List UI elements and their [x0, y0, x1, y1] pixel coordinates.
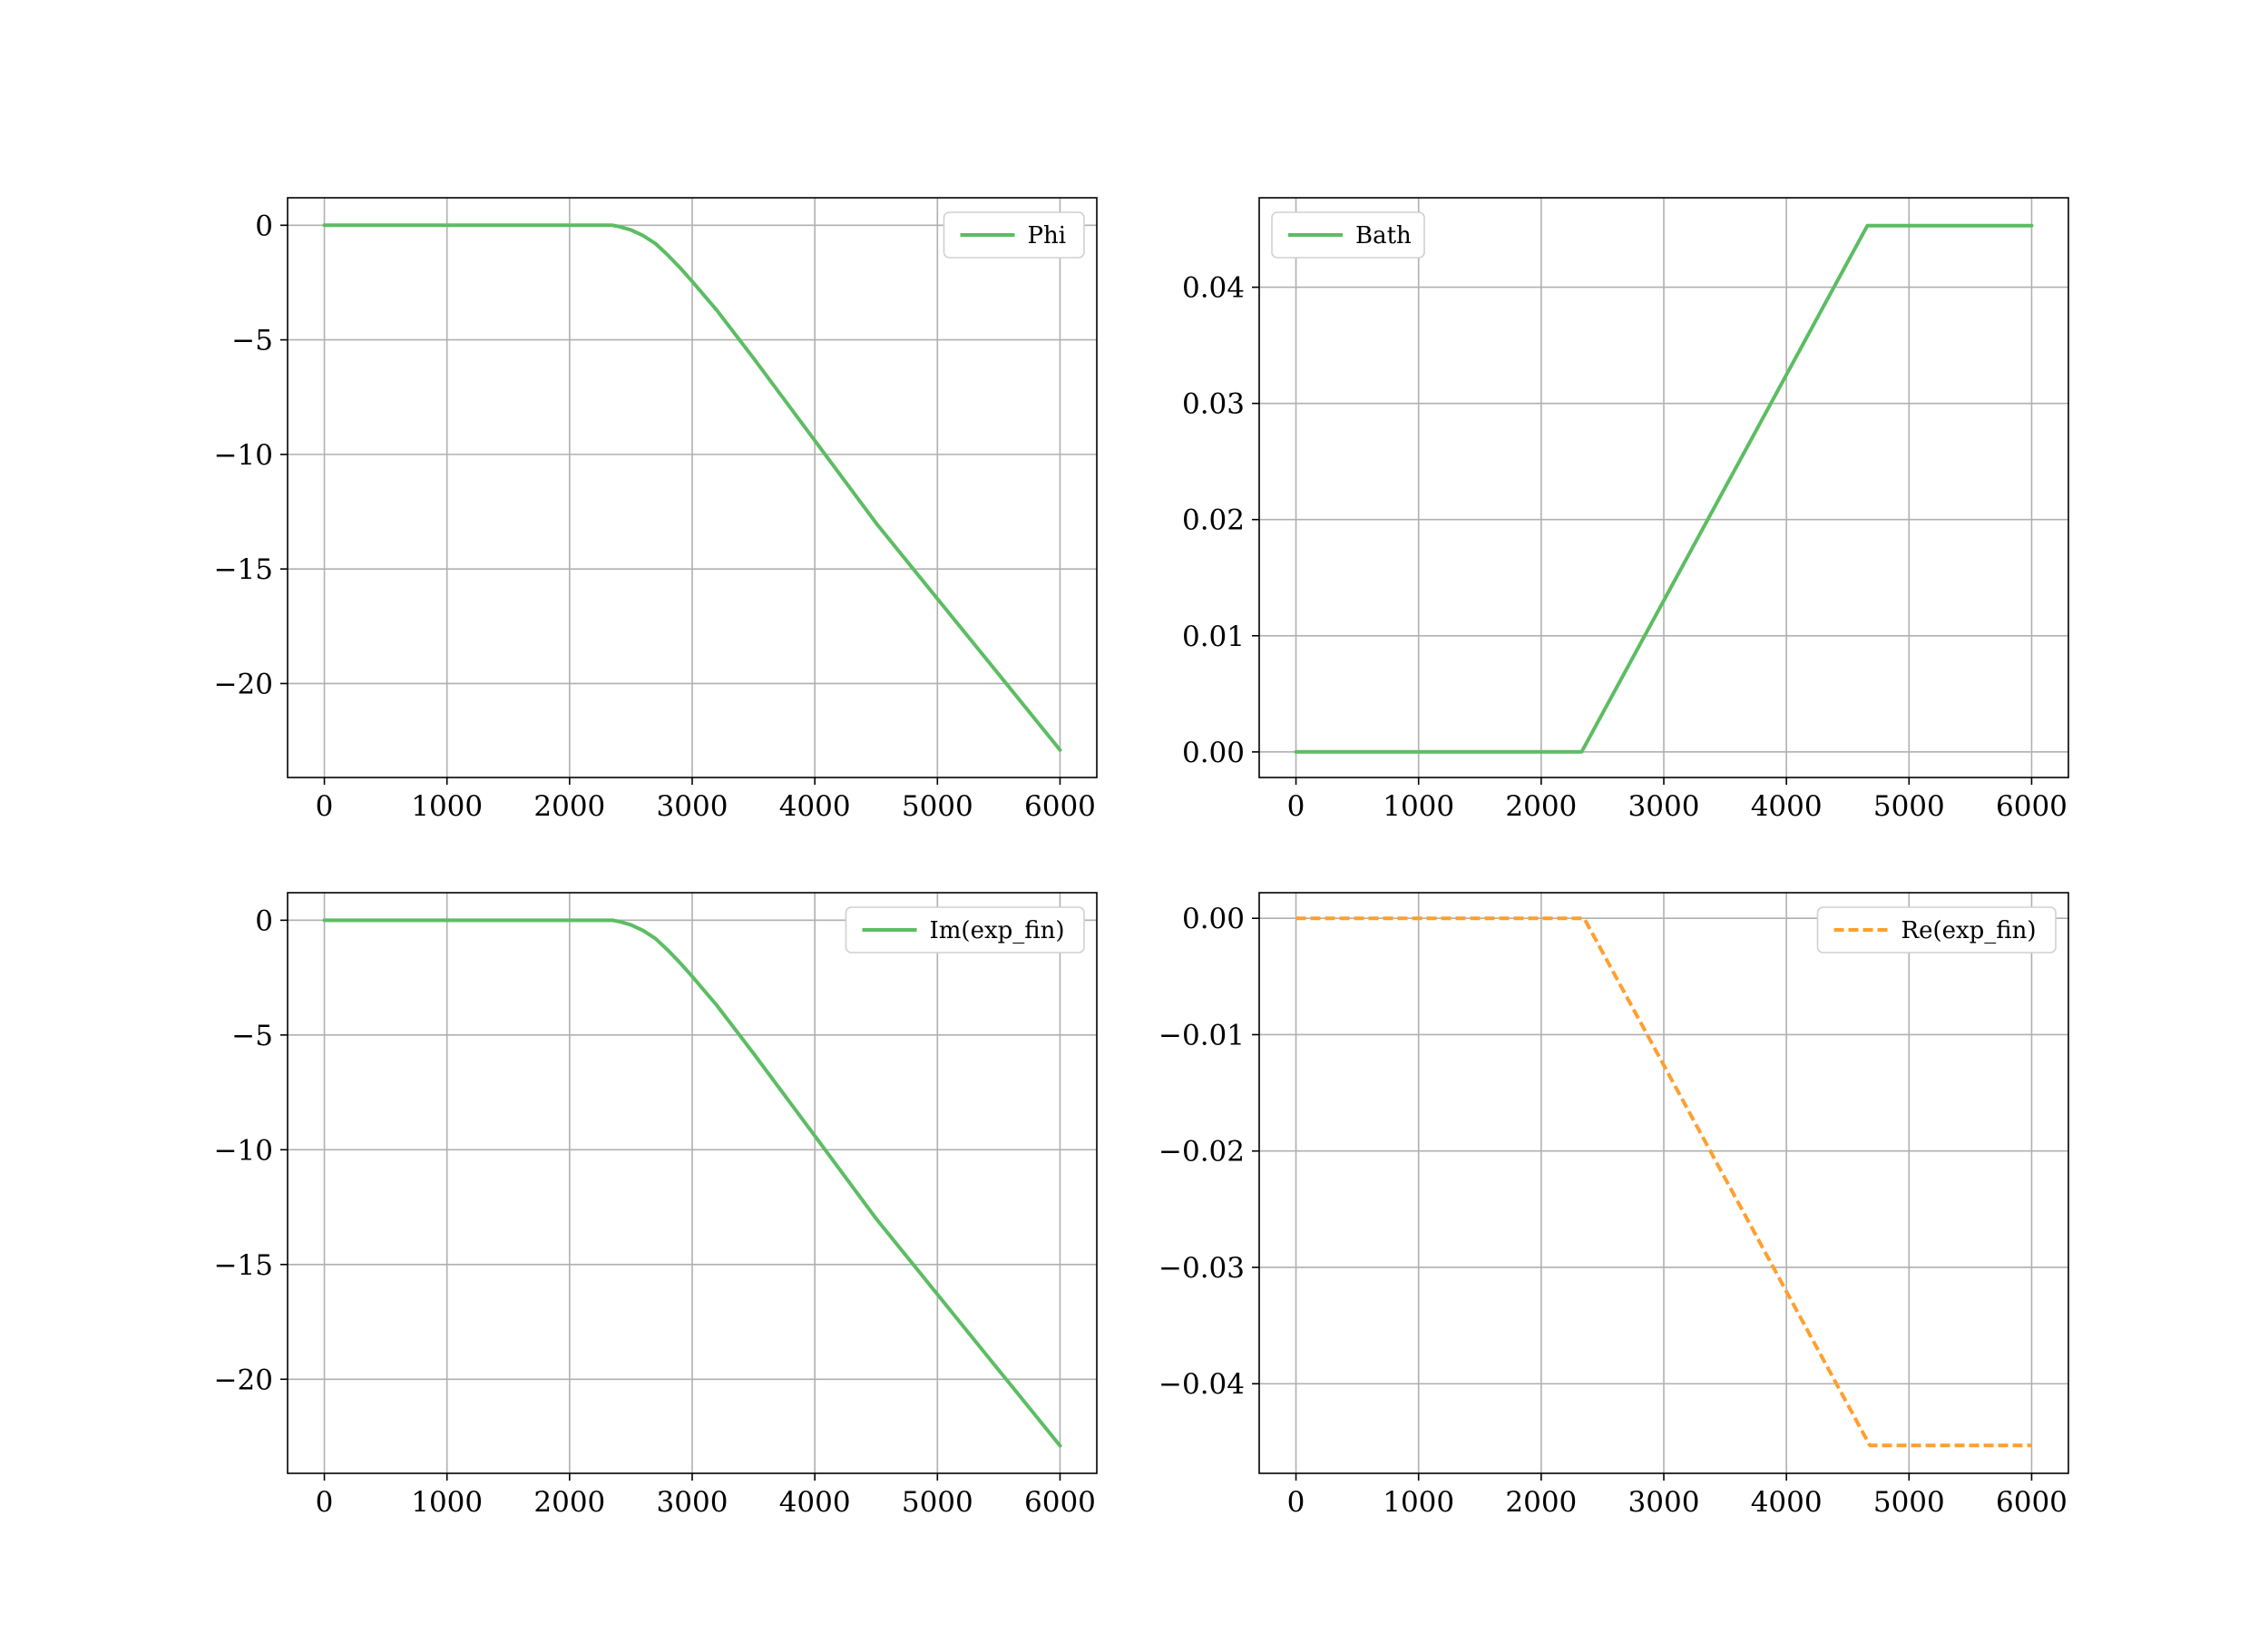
legend-box — [1816, 906, 2057, 953]
y-tick-label: −0.03 — [1158, 1252, 1245, 1285]
x-tick-label: 4000 — [779, 1486, 851, 1519]
x-tick-label: 6000 — [1024, 1486, 1096, 1519]
chart-panel-re-exp-fin: 0 1000 2000 3000 4000 5000 6000 0.00 −0.01 −0.02 −… — [1158, 892, 2069, 1519]
y-tick-label: −20 — [214, 1364, 273, 1396]
x-tick-label: 4000 — [779, 790, 851, 823]
x-tick-label: 0 — [316, 1486, 334, 1519]
y-tick-label: −15 — [214, 553, 273, 586]
y-tick-label: 0.04 — [1182, 272, 1245, 305]
y-tick-label: −0.02 — [1158, 1136, 1245, 1169]
y-tick-label: −15 — [214, 1249, 273, 1282]
y-tick-label: −0.04 — [1158, 1368, 1245, 1401]
y-tick-label: 0.00 — [1182, 903, 1245, 935]
x-tick-label: 2000 — [1505, 790, 1577, 823]
x-tick-label: 5000 — [1873, 1486, 1945, 1519]
legend-box — [845, 906, 1085, 953]
legend: Re(exp_fin) — [1816, 906, 2057, 953]
y-tick-label: −5 — [231, 1020, 273, 1052]
x-tick-label: 3000 — [657, 1486, 728, 1519]
x-tick-label: 0 — [1287, 790, 1305, 823]
series-line — [322, 223, 1062, 752]
x-tick-label: 6000 — [1024, 790, 1096, 823]
x-tick-label: 1000 — [411, 1486, 483, 1519]
x-tick-label: 1000 — [1383, 1486, 1454, 1519]
chart-panel-im-exp-fin: 0 1000 2000 3000 4000 5000 6000 0 −5 −10 −15 −20 Im(… — [214, 892, 1098, 1519]
x-tick-label: 5000 — [902, 790, 973, 823]
x-tick-label: 1000 — [411, 790, 483, 823]
x-tick-label: 2000 — [1505, 1486, 1577, 1519]
series-line — [1294, 223, 2034, 754]
y-tick-label: −20 — [214, 668, 273, 700]
x-tick-label: 6000 — [1996, 1486, 2068, 1519]
y-tick-label: 0.03 — [1182, 388, 1245, 421]
x-tick-label: 4000 — [1751, 1486, 1823, 1519]
y-tick-label: −10 — [214, 1134, 273, 1167]
series-line — [1295, 916, 2032, 1448]
chart-panel-phi: 0 1000 2000 3000 4000 5000 6000 0 −5 −10 −15 −20 Phi — [214, 197, 1098, 823]
y-tick-label: −5 — [231, 325, 273, 357]
series-line — [322, 918, 1062, 1448]
x-tick-label: 2000 — [533, 1486, 605, 1519]
legend-label: Re(exp_fin) — [1901, 917, 2037, 944]
y-tick-label: −10 — [214, 439, 273, 472]
chart-panel-bath: 0 1000 2000 3000 4000 5000 6000 0.00 0.01 0.02 0.0… — [1182, 197, 2069, 823]
x-tick-label: 6000 — [1996, 790, 2068, 823]
y-tick-label: 0 — [255, 905, 273, 937]
legend-label: Phi — [1028, 222, 1067, 249]
y-tick-label: 0 — [255, 210, 273, 242]
x-tick-label: 1000 — [1383, 790, 1454, 823]
x-tick-label: 2000 — [533, 790, 605, 823]
x-tick-label: 4000 — [1751, 790, 1823, 823]
y-tick-label: 0.00 — [1182, 737, 1245, 769]
x-tick-label: 5000 — [902, 1486, 973, 1519]
legend: Im(exp_fin) — [845, 906, 1085, 953]
x-tick-label: 3000 — [657, 790, 728, 823]
x-tick-label: 0 — [316, 790, 334, 823]
legend-box — [1271, 211, 1425, 259]
y-tick-label: 0.01 — [1182, 621, 1245, 653]
x-tick-label: 0 — [1287, 1486, 1305, 1519]
x-tick-label: 3000 — [1628, 1486, 1700, 1519]
y-tick-label: 0.02 — [1182, 504, 1245, 537]
x-tick-label: 3000 — [1628, 790, 1700, 823]
legend-label: Im(exp_fin) — [930, 917, 1065, 944]
legend: Phi — [943, 211, 1085, 259]
y-tick-label: −0.01 — [1158, 1019, 1245, 1051]
x-tick-label: 5000 — [1873, 790, 1945, 823]
legend-label: Bath — [1355, 222, 1412, 249]
legend: Bath — [1271, 211, 1425, 259]
